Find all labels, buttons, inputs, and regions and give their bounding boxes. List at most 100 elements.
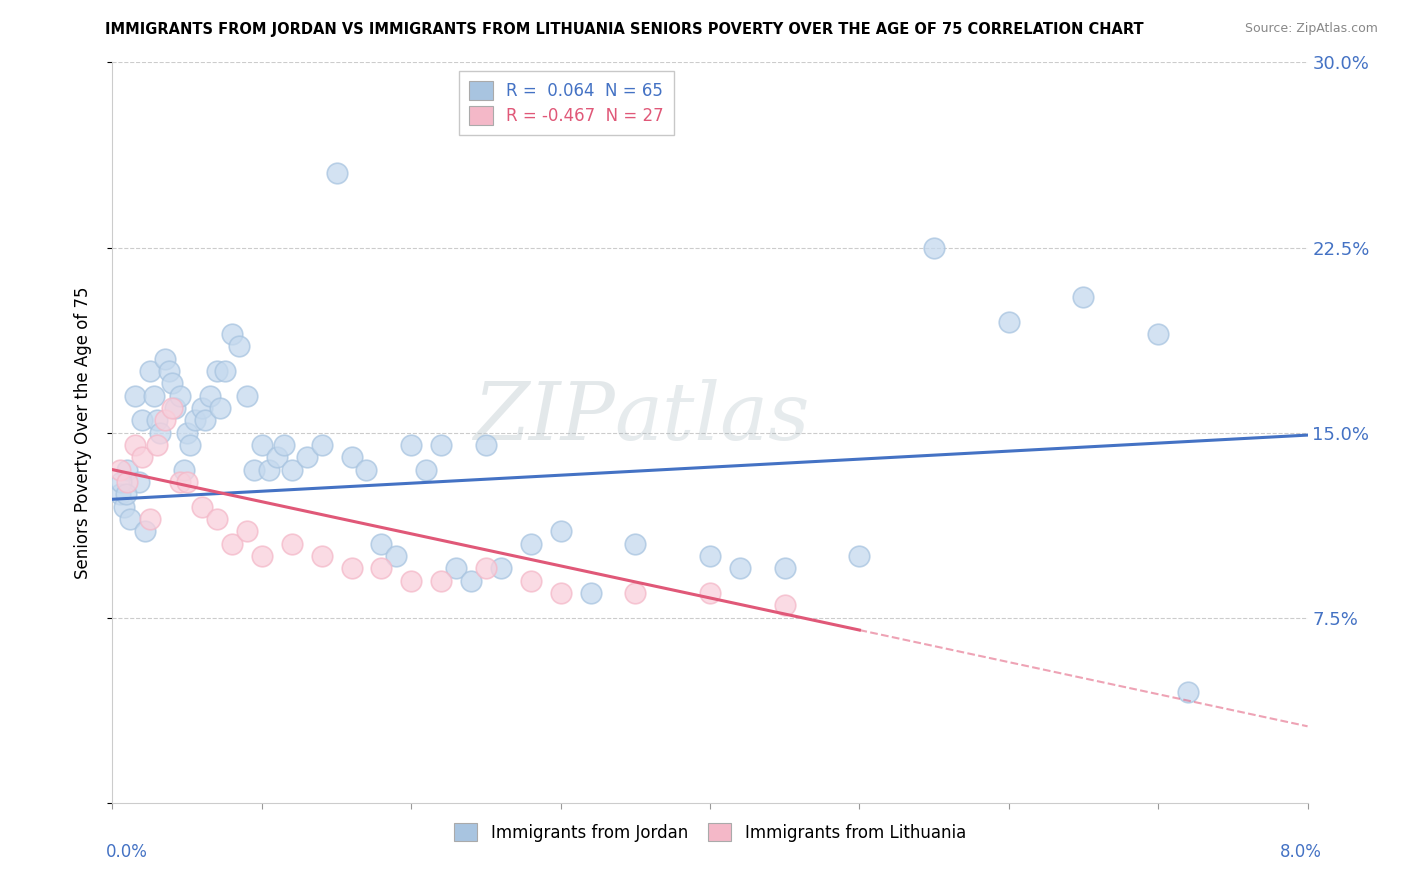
Point xyxy=(110,475,132,489)
Point xyxy=(579,586,602,600)
Point xyxy=(143,388,166,402)
Point xyxy=(183,413,205,427)
Point xyxy=(848,549,870,563)
Point xyxy=(370,536,392,550)
Text: IMMIGRANTS FROM JORDAN VS IMMIGRANTS FROM LITHUANIA SENIORS POVERTY OVER THE AGE: IMMIGRANTS FROM JORDAN VS IMMIGRANTS FRO… xyxy=(105,22,1144,37)
Text: ZIP: ZIP xyxy=(472,379,614,457)
Point xyxy=(340,450,363,465)
Point xyxy=(194,413,217,427)
Point xyxy=(250,549,273,563)
Point xyxy=(205,512,228,526)
Point xyxy=(236,388,259,402)
Point xyxy=(273,438,295,452)
Point xyxy=(153,413,176,427)
Point xyxy=(624,586,647,600)
Point xyxy=(139,512,162,526)
Point xyxy=(162,401,183,415)
Point xyxy=(401,574,423,588)
Point xyxy=(243,462,266,476)
Text: 0.0%: 0.0% xyxy=(105,843,148,861)
Point xyxy=(124,388,146,402)
Point xyxy=(385,549,408,563)
Point xyxy=(179,438,201,452)
Point xyxy=(198,388,221,402)
Text: Source: ZipAtlas.com: Source: ZipAtlas.com xyxy=(1244,22,1378,36)
Point xyxy=(520,574,543,588)
Point xyxy=(108,462,131,476)
Point xyxy=(131,413,153,427)
Point xyxy=(295,450,318,465)
Point xyxy=(401,438,423,452)
Point xyxy=(146,438,169,452)
Point xyxy=(134,524,156,539)
Point xyxy=(520,536,543,550)
Point xyxy=(922,240,945,255)
Point xyxy=(176,475,198,489)
Point xyxy=(475,438,498,452)
Point xyxy=(191,500,214,514)
Point xyxy=(205,364,228,378)
Point xyxy=(430,438,453,452)
Point xyxy=(356,462,378,476)
Point xyxy=(114,500,135,514)
Point xyxy=(117,475,139,489)
Point xyxy=(117,462,139,476)
Point xyxy=(228,339,250,353)
Point xyxy=(169,475,191,489)
Point xyxy=(460,574,482,588)
Text: 8.0%: 8.0% xyxy=(1279,843,1322,861)
Point xyxy=(173,462,195,476)
Point xyxy=(176,425,198,440)
Point xyxy=(266,450,288,465)
Point xyxy=(221,536,243,550)
Point xyxy=(340,561,363,575)
Point xyxy=(699,586,721,600)
Point xyxy=(221,326,243,341)
Y-axis label: Seniors Poverty Over the Age of 75: Seniors Poverty Over the Age of 75 xyxy=(73,286,91,579)
Point xyxy=(1073,290,1095,304)
Point xyxy=(699,549,721,563)
Point xyxy=(149,425,172,440)
Point xyxy=(191,401,214,415)
Point xyxy=(153,351,176,366)
Point xyxy=(1177,685,1199,699)
Point xyxy=(209,401,232,415)
Point xyxy=(139,364,162,378)
Point xyxy=(250,438,273,452)
Point xyxy=(281,536,304,550)
Point xyxy=(115,487,138,501)
Point xyxy=(1147,326,1170,341)
Point xyxy=(108,487,131,501)
Point xyxy=(325,166,347,180)
Point xyxy=(415,462,437,476)
Point xyxy=(169,388,191,402)
Point xyxy=(311,438,333,452)
Point xyxy=(214,364,236,378)
Point xyxy=(311,549,333,563)
Point xyxy=(157,364,180,378)
Point xyxy=(624,536,647,550)
Point xyxy=(281,462,304,476)
Point xyxy=(773,561,796,575)
Point xyxy=(773,599,796,613)
Point xyxy=(165,401,187,415)
Text: atlas: atlas xyxy=(614,379,810,457)
Point xyxy=(444,561,467,575)
Point xyxy=(370,561,392,575)
Point xyxy=(146,413,169,427)
Point xyxy=(124,438,146,452)
Legend: Immigrants from Jordan, Immigrants from Lithuania: Immigrants from Jordan, Immigrants from … xyxy=(446,815,974,850)
Point xyxy=(162,376,183,391)
Point xyxy=(128,475,150,489)
Point xyxy=(550,586,572,600)
Point xyxy=(550,524,572,539)
Point xyxy=(475,561,498,575)
Point xyxy=(236,524,259,539)
Point xyxy=(120,512,142,526)
Point xyxy=(728,561,751,575)
Point xyxy=(998,314,1021,328)
Point xyxy=(489,561,512,575)
Point xyxy=(259,462,281,476)
Point xyxy=(131,450,153,465)
Point xyxy=(430,574,453,588)
